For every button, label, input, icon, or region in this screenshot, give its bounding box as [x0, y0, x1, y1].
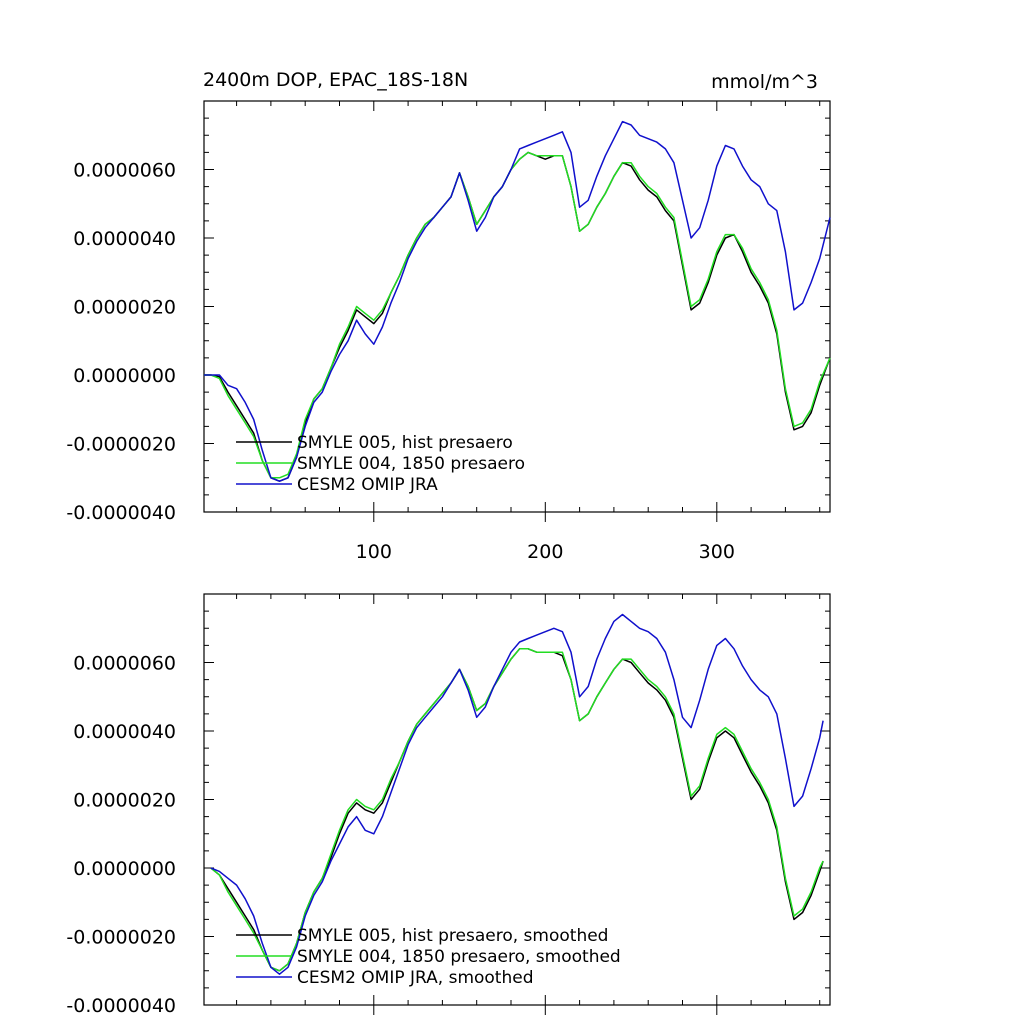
series-line-3 — [204, 120, 831, 482]
bottom-panel: -0.0000040 -0.0000020 0.0000000 0.0000020 0.… — [66, 593, 831, 1017]
y-tick-label: 0.0000020 — [73, 790, 176, 812]
y-tick-label: 0.0000040 — [73, 721, 176, 743]
y-tick-label: 0.0000060 — [73, 653, 176, 675]
y-tick-label: -0.0000020 — [66, 927, 176, 949]
x-tick-label: 100 — [356, 541, 392, 563]
y-tick-label: 0.0000000 — [73, 365, 176, 387]
legend-label: SMYLE 004, 1850 presaero, smoothed — [297, 947, 621, 967]
series-line-2 — [204, 151, 831, 479]
series-line-3 — [210, 613, 824, 975]
series-line-1 — [204, 151, 831, 482]
units-label: mmol/m^3 — [711, 71, 818, 93]
legend-label: CESM2 OMIP JRA, smoothed — [297, 968, 534, 988]
legend-label: CESM2 OMIP JRA — [297, 475, 438, 495]
y-tick-label: -0.0000040 — [66, 502, 176, 524]
y-tick-label: 0.0000000 — [73, 858, 176, 880]
x-tick-label: 200 — [527, 541, 563, 563]
y-tick-label: 0.0000040 — [73, 228, 176, 250]
legend-label: SMYLE 004, 1850 presaero — [297, 454, 525, 474]
y-tick-label: -0.0000020 — [66, 434, 176, 456]
chart-title: 2400m DOP, EPAC_18S-18N — [203, 69, 468, 91]
y-tick-label: -0.0000040 — [66, 995, 176, 1017]
y-tick-label: 0.0000060 — [73, 160, 176, 182]
x-tick-label: 300 — [699, 541, 735, 563]
y-tick-label: 0.0000020 — [73, 297, 176, 319]
legend-label: SMYLE 005, hist presaero, smoothed — [297, 926, 608, 946]
series-line-2 — [210, 648, 824, 972]
top-panel: 2400m DOP, EPAC_18S-18N mmol/m^3 -0.0000… — [66, 69, 831, 563]
legend-label: SMYLE 005, hist presaero — [297, 433, 513, 453]
